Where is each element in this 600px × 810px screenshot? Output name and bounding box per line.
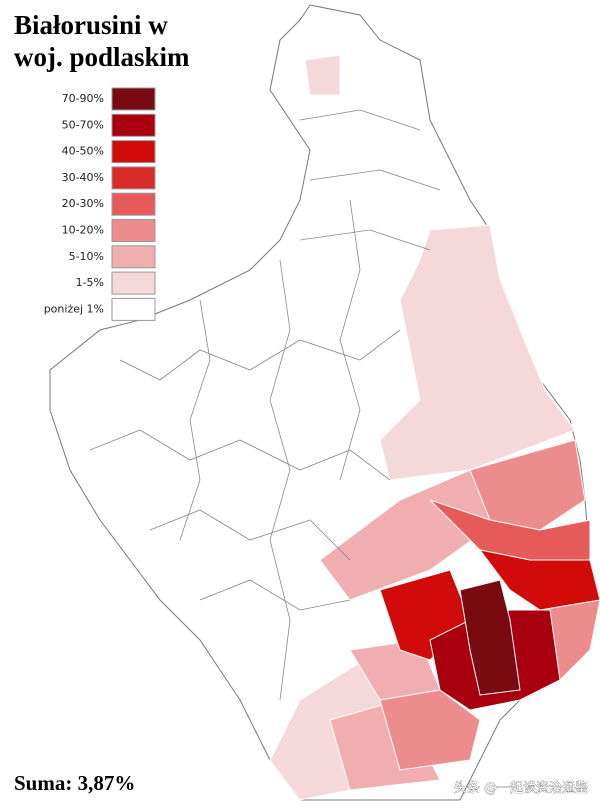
legend-swatch [111,245,156,269]
title: Białorusini w [14,10,168,40]
legend-label: 5-10% [69,250,104,263]
legend-swatch [111,271,156,295]
title: woj. podlaskim [14,42,190,72]
watermark: 头条 @一起读资治通鉴 [454,780,588,796]
legend-label: 20-30% [62,197,104,210]
legend-swatch [111,219,156,242]
legend-label: 40-50% [62,145,104,158]
region [478,549,600,611]
legend-label: 30-40% [62,171,104,184]
region [304,54,341,96]
region [379,689,481,771]
legend-label: 1-5% [76,276,104,289]
legend-swatch [111,140,156,164]
legend-label: 10-20% [62,224,104,237]
summary: Suma: 3,87% [14,771,135,795]
region [459,579,521,696]
legend-swatch [111,113,156,137]
region [469,439,586,531]
legend-label: 50-70% [62,118,104,131]
legend-swatch [111,166,156,190]
legend-swatch [111,87,156,111]
legend-label: 70-90% [62,92,104,105]
legend: 70-90% 50-70% 40-50% 30-40% 20-30% 10-20% 5-10… [44,87,156,321]
municipal-borders [89,109,441,701]
legend-swatch [111,192,156,216]
legend-swatch [111,297,156,321]
legend-label: poniżej 1% [44,302,104,315]
